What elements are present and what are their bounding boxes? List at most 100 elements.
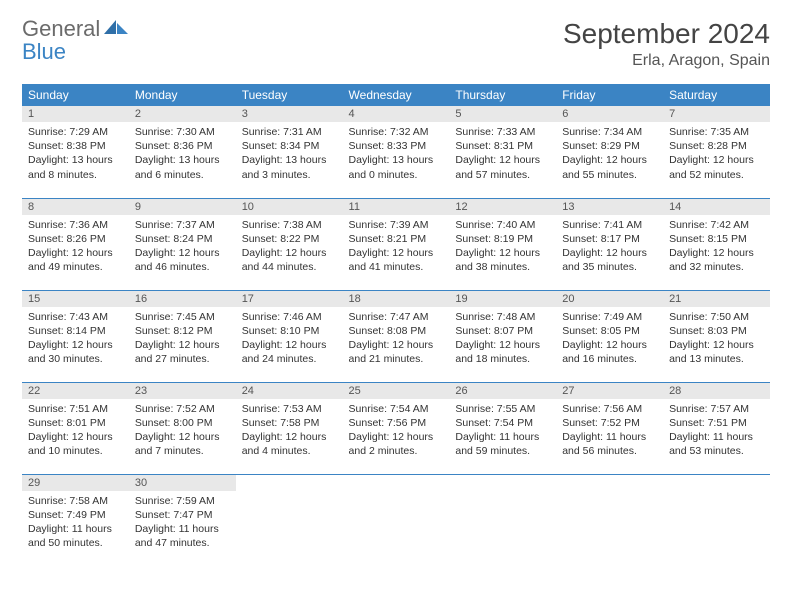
sunrise-text: Sunrise: 7:53 AM [242, 402, 337, 416]
sunrise-text: Sunrise: 7:41 AM [562, 218, 657, 232]
day-details: Sunrise: 7:56 AMSunset: 7:52 PMDaylight:… [556, 399, 663, 463]
sunrise-text: Sunrise: 7:39 AM [349, 218, 444, 232]
weekday-header: Monday [129, 84, 236, 106]
daylight-line2: and 21 minutes. [349, 352, 444, 366]
day-number: 27 [556, 383, 663, 399]
sunset-text: Sunset: 8:08 PM [349, 324, 444, 338]
sunset-text: Sunset: 8:38 PM [28, 139, 123, 153]
sunset-text: Sunset: 8:24 PM [135, 232, 230, 246]
calendar-day-cell [556, 474, 663, 566]
daylight-line2: and 0 minutes. [349, 168, 444, 182]
sunset-text: Sunset: 7:51 PM [669, 416, 764, 430]
day-details: Sunrise: 7:45 AMSunset: 8:12 PMDaylight:… [129, 307, 236, 371]
day-details: Sunrise: 7:59 AMSunset: 7:47 PMDaylight:… [129, 491, 236, 555]
sunrise-text: Sunrise: 7:50 AM [669, 310, 764, 324]
calendar-week-row: 15Sunrise: 7:43 AMSunset: 8:14 PMDayligh… [22, 290, 770, 382]
sunrise-text: Sunrise: 7:32 AM [349, 125, 444, 139]
daylight-line1: Daylight: 12 hours [242, 430, 337, 444]
sunset-text: Sunset: 8:07 PM [455, 324, 550, 338]
sunset-text: Sunset: 8:36 PM [135, 139, 230, 153]
calendar-day-cell: 18 Sunrise: 7:47 AMSunset: 8:08 PMDayligh… [343, 290, 450, 382]
sunset-text: Sunset: 8:10 PM [242, 324, 337, 338]
day-number: 30 [129, 475, 236, 491]
day-details: Sunrise: 7:38 AMSunset: 8:22 PMDaylight:… [236, 215, 343, 279]
day-details: Sunrise: 7:34 AMSunset: 8:29 PMDaylight:… [556, 122, 663, 186]
day-number: 25 [343, 383, 450, 399]
daylight-line2: and 4 minutes. [242, 444, 337, 458]
day-number: 12 [449, 199, 556, 215]
calendar-day-cell: 1Sunrise: 7:29 AMSunset: 8:38 PMDaylight… [22, 106, 129, 198]
day-details: Sunrise: 7:58 AMSunset: 7:49 PMDaylight:… [22, 491, 129, 555]
sunset-text: Sunset: 8:00 PM [135, 416, 230, 430]
day-details: Sunrise: 7:30 AMSunset: 8:36 PMDaylight:… [129, 122, 236, 186]
sunset-text: Sunset: 8:12 PM [135, 324, 230, 338]
daylight-line1: Daylight: 12 hours [28, 338, 123, 352]
sunset-text: Sunset: 8:14 PM [28, 324, 123, 338]
calendar-day-cell: 9Sunrise: 7:37 AMSunset: 8:24 PMDaylight… [129, 198, 236, 290]
weekday-header: Wednesday [343, 84, 450, 106]
day-number: 14 [663, 199, 770, 215]
calendar-day-cell: 13Sunrise: 7:41 AMSunset: 8:17 PMDayligh… [556, 198, 663, 290]
sunset-text: Sunset: 8:21 PM [349, 232, 444, 246]
daylight-line1: Daylight: 12 hours [562, 246, 657, 260]
daylight-line1: Daylight: 12 hours [349, 338, 444, 352]
weekday-header-row: SundayMondayTuesdayWednesdayThursdayFrid… [22, 84, 770, 106]
calendar-day-cell [343, 474, 450, 566]
day-details: Sunrise: 7:39 AMSunset: 8:21 PMDaylight:… [343, 215, 450, 279]
day-details: Sunrise: 7:50 AMSunset: 8:03 PMDaylight:… [663, 307, 770, 371]
calendar-day-cell: 14Sunrise: 7:42 AMSunset: 8:15 PMDayligh… [663, 198, 770, 290]
weekday-header: Sunday [22, 84, 129, 106]
daylight-line1: Daylight: 12 hours [669, 246, 764, 260]
logo-text-blue: Blue [22, 39, 66, 64]
sunrise-text: Sunrise: 7:48 AM [455, 310, 550, 324]
daylight-line2: and 3 minutes. [242, 168, 337, 182]
sunset-text: Sunset: 8:17 PM [562, 232, 657, 246]
daylight-line2: and 13 minutes. [669, 352, 764, 366]
sunrise-text: Sunrise: 7:37 AM [135, 218, 230, 232]
sunrise-text: Sunrise: 7:31 AM [242, 125, 337, 139]
daylight-line2: and 52 minutes. [669, 168, 764, 182]
calendar-day-cell: 20Sunrise: 7:49 AMSunset: 8:05 PMDayligh… [556, 290, 663, 382]
calendar-day-cell: 7Sunrise: 7:35 AMSunset: 8:28 PMDaylight… [663, 106, 770, 198]
calendar-day-cell: 22Sunrise: 7:51 AMSunset: 8:01 PMDayligh… [22, 382, 129, 474]
calendar-day-cell [449, 474, 556, 566]
day-details: Sunrise: 7:43 AMSunset: 8:14 PMDaylight:… [22, 307, 129, 371]
day-details: Sunrise: 7:35 AMSunset: 8:28 PMDaylight:… [663, 122, 770, 186]
day-number: 28 [663, 383, 770, 399]
day-number: 29 [22, 475, 129, 491]
daylight-line1: Daylight: 11 hours [135, 522, 230, 536]
month-title: September 2024 [563, 18, 770, 50]
day-number: 22 [22, 383, 129, 399]
sunrise-text: Sunrise: 7:47 AM [349, 310, 444, 324]
sunset-text: Sunset: 8:03 PM [669, 324, 764, 338]
weekday-header: Friday [556, 84, 663, 106]
header: General Blue September 2024 Erla, Aragon… [22, 18, 770, 70]
sunset-text: Sunset: 8:34 PM [242, 139, 337, 153]
daylight-line1: Daylight: 12 hours [669, 338, 764, 352]
daylight-line1: Daylight: 11 hours [669, 430, 764, 444]
calendar-day-cell: 17Sunrise: 7:46 AMSunset: 8:10 PMDayligh… [236, 290, 343, 382]
calendar-table: SundayMondayTuesdayWednesdayThursdayFrid… [22, 84, 770, 566]
calendar-week-row: 1Sunrise: 7:29 AMSunset: 8:38 PMDaylight… [22, 106, 770, 198]
calendar-day-cell: 19Sunrise: 7:48 AMSunset: 8:07 PMDayligh… [449, 290, 556, 382]
daylight-line2: and 35 minutes. [562, 260, 657, 274]
sunset-text: Sunset: 8:15 PM [669, 232, 764, 246]
day-number: 4 [343, 106, 450, 122]
day-details: Sunrise: 7:55 AMSunset: 7:54 PMDaylight:… [449, 399, 556, 463]
sunset-text: Sunset: 8:29 PM [562, 139, 657, 153]
calendar-day-cell: 15Sunrise: 7:43 AMSunset: 8:14 PMDayligh… [22, 290, 129, 382]
daylight-line2: and 6 minutes. [135, 168, 230, 182]
sunrise-text: Sunrise: 7:38 AM [242, 218, 337, 232]
daylight-line2: and 57 minutes. [455, 168, 550, 182]
calendar-day-cell: 4Sunrise: 7:32 AMSunset: 8:33 PMDaylight… [343, 106, 450, 198]
calendar-day-cell: 28Sunrise: 7:57 AMSunset: 7:51 PMDayligh… [663, 382, 770, 474]
sunset-text: Sunset: 7:56 PM [349, 416, 444, 430]
title-block: September 2024 Erla, Aragon, Spain [563, 18, 770, 70]
calendar-day-cell: 27Sunrise: 7:56 AMSunset: 7:52 PMDayligh… [556, 382, 663, 474]
day-number: 18 [343, 291, 450, 307]
daylight-line1: Daylight: 12 hours [28, 246, 123, 260]
daylight-line2: and 10 minutes. [28, 444, 123, 458]
day-number: 8 [22, 199, 129, 215]
day-details: Sunrise: 7:52 AMSunset: 8:00 PMDaylight:… [129, 399, 236, 463]
sunrise-text: Sunrise: 7:58 AM [28, 494, 123, 508]
